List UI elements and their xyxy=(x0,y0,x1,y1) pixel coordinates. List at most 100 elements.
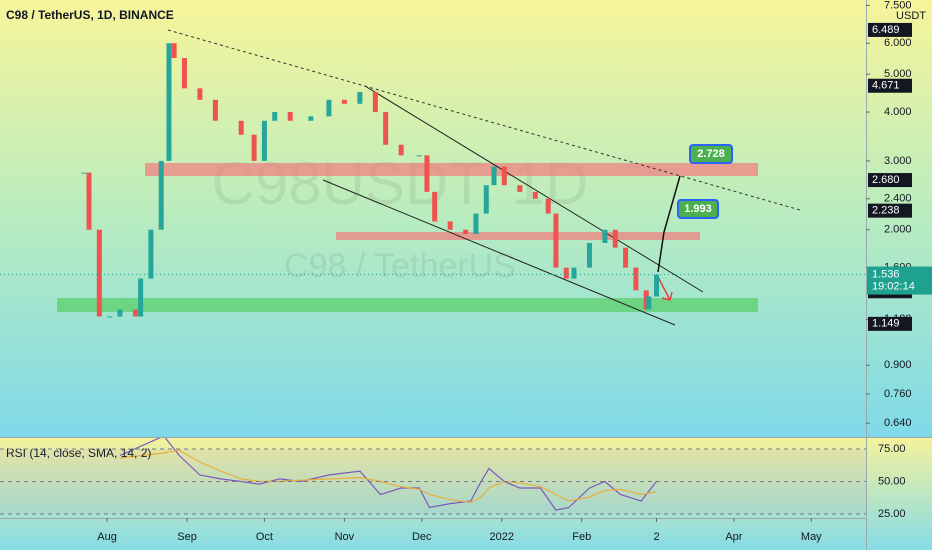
watermark-sub: C98 / TetherUS xyxy=(284,247,516,285)
candle xyxy=(563,267,569,279)
candle xyxy=(517,185,523,192)
unit-label: USDT xyxy=(896,10,926,22)
y-tick-label: 6.000 xyxy=(884,37,912,49)
candle xyxy=(251,134,257,161)
price-label-box xyxy=(868,22,912,37)
main-pane xyxy=(0,0,932,437)
resistance-zone xyxy=(336,232,700,240)
candle xyxy=(447,221,453,230)
candle xyxy=(308,116,314,121)
candle xyxy=(463,229,469,235)
candle xyxy=(117,309,123,317)
x-tick-label: Apr xyxy=(725,531,742,543)
candle xyxy=(166,43,172,161)
candle xyxy=(107,316,113,318)
last-price-label: 1.536 xyxy=(872,268,900,280)
down-arrow xyxy=(656,274,671,301)
countdown: 19:02:14 xyxy=(872,280,915,292)
candle xyxy=(646,296,652,310)
callout-box xyxy=(689,144,733,164)
price-label: 2.680 xyxy=(872,174,900,186)
y-tick-label: 25.00 xyxy=(878,508,906,520)
candle xyxy=(132,309,138,317)
rsi-pane xyxy=(0,437,932,550)
callout-box xyxy=(677,199,719,219)
candle xyxy=(473,213,479,235)
price-label-box xyxy=(868,316,912,331)
y-tick-label: 0.760 xyxy=(884,388,912,400)
trendline xyxy=(364,85,704,293)
candle xyxy=(612,229,618,248)
y-tick-label: 0.900 xyxy=(884,359,912,371)
candle xyxy=(81,172,87,174)
candle xyxy=(424,155,430,192)
trendline xyxy=(322,179,676,326)
candle xyxy=(571,267,577,279)
candle xyxy=(532,191,538,199)
candle xyxy=(138,278,144,317)
candle xyxy=(483,185,489,214)
candle xyxy=(357,92,363,104)
x-tick-label: Sep xyxy=(177,531,197,543)
candle xyxy=(654,274,660,297)
price-label: 6.489 xyxy=(872,24,900,36)
candle xyxy=(212,99,218,121)
price-label: 2.238 xyxy=(872,205,900,217)
candle xyxy=(586,242,592,268)
candle xyxy=(633,267,639,291)
price-label: 4.671 xyxy=(872,80,900,92)
x-tick-label: Dec xyxy=(412,531,432,543)
down-arrow-head xyxy=(661,291,673,301)
rsi-line xyxy=(119,449,657,503)
y-tick-label: 75.00 xyxy=(878,443,906,455)
x-tick-label: May xyxy=(801,531,822,543)
candle xyxy=(491,166,497,186)
candle xyxy=(171,43,177,59)
candle xyxy=(86,172,92,230)
candle xyxy=(545,198,551,214)
x-tick-label: 2022 xyxy=(490,531,514,543)
watermark: C98USDT, 1D xyxy=(212,150,589,217)
trendline xyxy=(167,29,801,211)
support-zone xyxy=(57,298,758,312)
rsi-lines xyxy=(119,438,657,511)
y-tick-label: 2.400 xyxy=(884,193,912,205)
candle xyxy=(96,229,102,317)
resistance-zone xyxy=(145,163,758,176)
candle xyxy=(602,229,608,243)
candle xyxy=(643,290,649,310)
rsi-title: RSI (14, close, SMA, 14, 2) xyxy=(6,446,151,460)
candle xyxy=(272,112,278,121)
y-tick-label: 0.640 xyxy=(884,417,912,429)
y-tick-label: 3.000 xyxy=(884,155,912,167)
candle xyxy=(148,229,154,279)
drawings xyxy=(57,29,801,326)
projection-arrow xyxy=(657,175,681,273)
last-price-box xyxy=(867,266,932,295)
candle xyxy=(553,213,559,268)
x-tick-label: Aug xyxy=(97,531,117,543)
candle xyxy=(287,112,293,121)
candle xyxy=(341,99,347,104)
chart-title: C98 / TetherUS, 1D, BINANCE xyxy=(6,8,174,22)
price-label: 1.149 xyxy=(872,318,900,330)
x-tick-label: Nov xyxy=(335,531,355,543)
candle xyxy=(398,144,404,156)
candle xyxy=(238,120,244,135)
candle xyxy=(181,58,187,89)
candle xyxy=(501,166,507,186)
candle xyxy=(416,155,422,157)
price-label-box xyxy=(868,78,912,93)
y-tick-label: 2.000 xyxy=(884,224,912,236)
y-tick-label: 50.00 xyxy=(878,475,906,487)
candle xyxy=(623,247,629,268)
candle xyxy=(261,120,267,161)
y-tick-label: 7.500 xyxy=(884,0,912,11)
candle xyxy=(372,92,378,113)
rsi-line xyxy=(119,438,657,511)
candle xyxy=(326,99,332,117)
x-tick-label: Oct xyxy=(256,531,273,543)
y-tick-label: 4.000 xyxy=(884,106,912,118)
price-label-box xyxy=(868,173,912,188)
candle xyxy=(383,112,389,145)
